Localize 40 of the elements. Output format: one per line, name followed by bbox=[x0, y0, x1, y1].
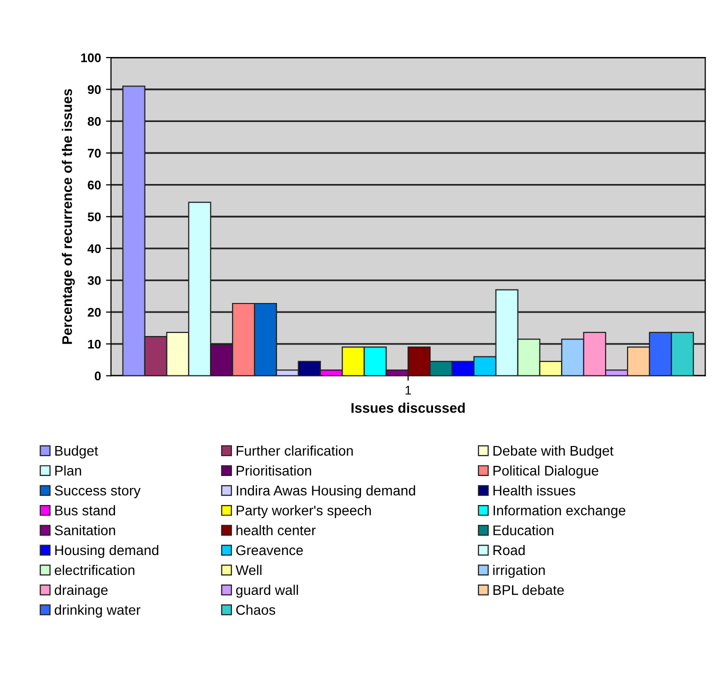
legend-label: health center bbox=[236, 525, 316, 536]
legend-label: Budget bbox=[55, 446, 98, 458]
y-tick-label: 50 bbox=[88, 212, 101, 222]
legend-label: Further clarification bbox=[236, 446, 353, 456]
legend-label: electrification bbox=[54, 564, 134, 576]
legend-label: Road bbox=[494, 544, 525, 556]
y-tick-label: 20 bbox=[88, 308, 101, 317]
legend-label: drinking water bbox=[54, 604, 140, 618]
legend-label: Prioritisation bbox=[236, 465, 312, 476]
legend-label: Information exchange bbox=[494, 505, 626, 518]
legend-label: Greavence bbox=[236, 545, 303, 556]
legend-label: drainage bbox=[54, 584, 108, 598]
legend-label: Debate with Budget bbox=[494, 446, 614, 458]
x-axis-title: Issues discussed bbox=[352, 402, 465, 413]
legend-label: Plan bbox=[55, 465, 82, 476]
y-tick-label: 40 bbox=[88, 244, 101, 254]
y-tick-label: 60 bbox=[88, 180, 101, 190]
legend-label: Education bbox=[494, 525, 554, 536]
y-axis-title: Percentage of recurrence of the issues bbox=[62, 89, 75, 344]
legend-label: Success story bbox=[54, 486, 141, 498]
legend-label: Well bbox=[236, 564, 262, 576]
legend-label: Party worker's speech bbox=[236, 505, 371, 518]
y-tick-label: 100 bbox=[81, 53, 101, 62]
y-tick-label: 30 bbox=[88, 276, 101, 285]
legend-label: BPL debate bbox=[494, 584, 564, 595]
legend-label: Sanitation bbox=[54, 525, 116, 536]
legend-label: irrigation bbox=[493, 564, 545, 578]
y-tick-label: 90 bbox=[88, 85, 101, 94]
x-tick-label: 1 bbox=[406, 386, 411, 395]
legend-label: Bus stand bbox=[55, 505, 116, 516]
y-tick-label: 70 bbox=[88, 148, 101, 158]
legend-label: Housing demand bbox=[55, 544, 158, 558]
legend-label: guard wall bbox=[236, 584, 298, 598]
legend-label: Political Dialogue bbox=[494, 465, 598, 478]
y-tick-label: 10 bbox=[88, 340, 101, 349]
legend-label: Indira Awas Housing demand bbox=[236, 485, 416, 498]
legend-label: Health issues bbox=[494, 485, 576, 496]
y-tick-label: 0 bbox=[94, 372, 101, 380]
legend-label: Chaos bbox=[236, 604, 276, 615]
y-tick-label: 80 bbox=[88, 116, 101, 126]
